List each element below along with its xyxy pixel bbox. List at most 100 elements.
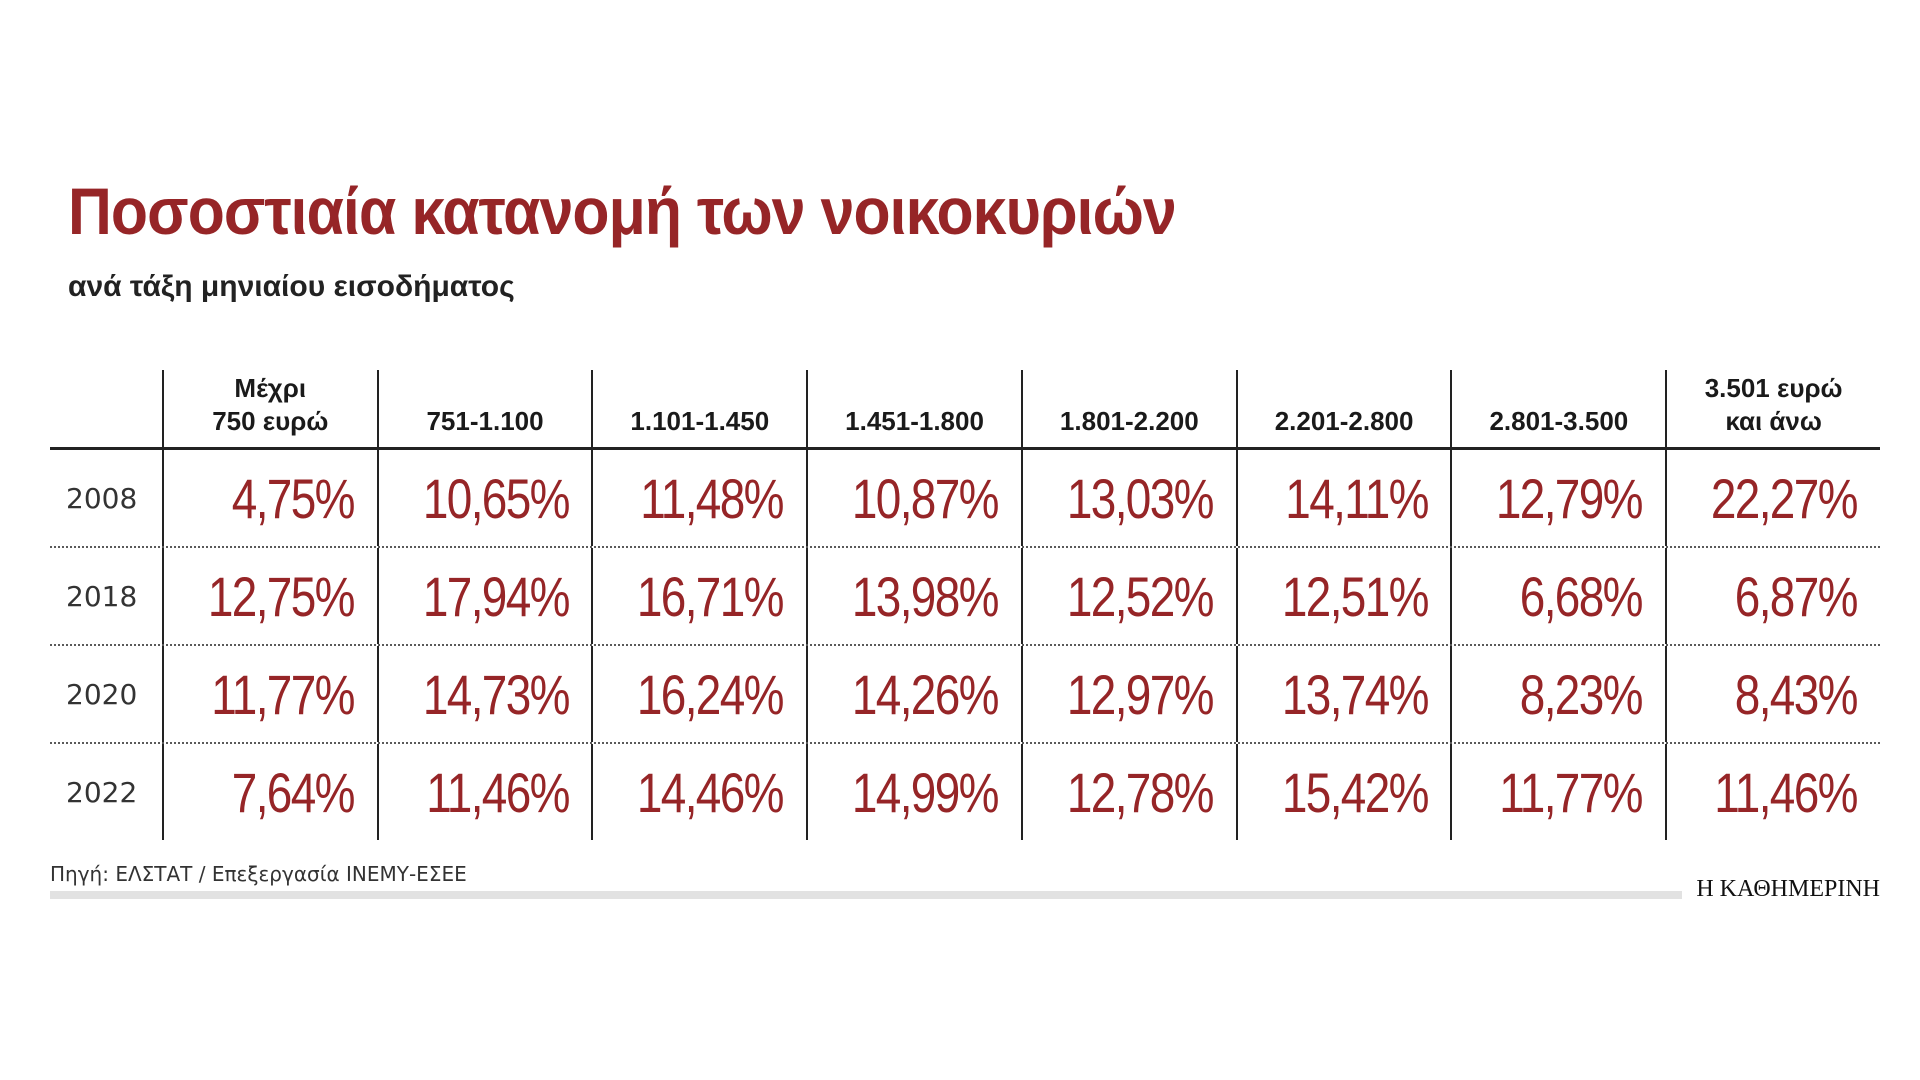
table-cell: 12,79% [1450, 450, 1665, 546]
cell-value: 7,64% [231, 760, 356, 824]
cell-value: 12,97% [1066, 662, 1215, 726]
cell-value: 6,87% [1735, 564, 1859, 628]
column-header-label: 1.801-2.200 [1059, 405, 1199, 436]
cell-value: 13,98% [852, 564, 1000, 628]
table-cell-stub: 2022 [50, 744, 162, 840]
cell-value: 4,75% [231, 466, 356, 530]
row-year: 2008 [66, 481, 138, 515]
cell-value: 14,73% [422, 662, 571, 726]
column-header-label: Μέχρι 750 ευρώ [212, 373, 329, 436]
cell-value: 12,78% [1066, 760, 1215, 824]
table-cell-stub: 2020 [50, 646, 162, 742]
column-header-label: 1.451-1.800 [845, 405, 984, 436]
cell-value: 14,99% [852, 760, 1000, 824]
table-cell: 14,99% [806, 744, 1021, 840]
table-cell-stub: 2018 [50, 548, 162, 644]
column-header: 751-1.100 [376, 370, 592, 447]
table-cell: 7,64% [161, 744, 377, 840]
footer-divider [50, 891, 1682, 899]
table-cell: 13,74% [1235, 646, 1451, 742]
table-cell: 12,97% [1020, 646, 1236, 742]
cell-value: 6,68% [1520, 564, 1644, 628]
cell-value: 11,48% [640, 466, 785, 530]
cell-value: 14,26% [852, 662, 1000, 726]
cell-value: 10,87% [852, 466, 1000, 530]
table-cell: 11,48% [591, 450, 806, 546]
cell-value: 16,24% [637, 662, 785, 726]
column-header-label: 751-1.100 [426, 405, 544, 436]
cell-value: 22,27% [1711, 466, 1859, 530]
table-cell: 12,75% [161, 548, 377, 644]
cell-value: 11,77% [211, 662, 355, 726]
table-cell: 8,43% [1665, 646, 1880, 742]
cell-value: 12,52% [1066, 564, 1215, 628]
cell-value: 11,46% [1714, 760, 1859, 824]
cell-value: 11,77% [1499, 760, 1644, 824]
table-cell: 11,46% [376, 744, 592, 840]
table-cell: 8,23% [1450, 646, 1665, 742]
column-header-label: 2.201-2.800 [1274, 405, 1414, 436]
table-cell: 11,46% [1665, 744, 1880, 840]
column-header: 2.801-3.500 [1450, 370, 1665, 447]
table-cell: 14,73% [376, 646, 592, 742]
column-header: 1.101-1.450 [591, 370, 806, 447]
cell-value: 11,46% [425, 760, 570, 824]
column-header-label: 1.101-1.450 [630, 405, 770, 436]
header-stub [50, 370, 162, 447]
cell-value: 15,42% [1281, 760, 1430, 824]
column-header-label: 2.801-3.500 [1489, 405, 1629, 436]
row-year: 2022 [66, 775, 138, 809]
cell-value: 17,94% [422, 564, 571, 628]
table-cell: 13,98% [806, 548, 1021, 644]
row-year: 2018 [66, 579, 138, 613]
column-header: 3.501 ευρώ και άνω [1665, 370, 1880, 447]
table-cell-stub: 2008 [50, 450, 162, 546]
table-cell: 12,51% [1235, 548, 1451, 644]
cell-value: 10,65% [422, 466, 571, 530]
cell-value: 16,71% [637, 564, 785, 628]
table-cell: 15,42% [1235, 744, 1451, 840]
table-cell: 22,27% [1665, 450, 1880, 546]
table-cell: 14,11% [1235, 450, 1451, 546]
table-row: 2022 7,64% 11,46% 14,46% 14,99% 12,78% 1… [50, 744, 1880, 840]
table-row: 2008 4,75% 10,65% 11,48% 10,87% 13,03% 1… [50, 450, 1880, 548]
table-cell: 12,52% [1020, 548, 1236, 644]
table-cell: 12,78% [1020, 744, 1236, 840]
cell-value: 13,74% [1281, 662, 1430, 726]
cell-value: 12,75% [207, 564, 356, 628]
cell-value: 12,51% [1281, 564, 1430, 628]
table-cell: 6,87% [1665, 548, 1880, 644]
table-cell: 10,65% [376, 450, 592, 546]
column-header: 1.801-2.200 [1020, 370, 1236, 447]
header-row: Μέχρι 750 ευρώ 751-1.100 1.101-1.450 1.4… [50, 370, 1880, 450]
column-header: Μέχρι 750 ευρώ [161, 370, 377, 447]
table-row: 2020 11,77% 14,73% 16,24% 14,26% 12,97% … [50, 646, 1880, 744]
cell-value: 14,11% [1285, 466, 1429, 530]
data-table: Μέχρι 750 ευρώ 751-1.100 1.101-1.450 1.4… [50, 370, 1880, 840]
table-cell: 13,03% [1020, 450, 1236, 546]
table-cell: 11,77% [1450, 744, 1665, 840]
cell-value: 14,46% [637, 760, 785, 824]
source-note: Πηγή: ΕΛΣΤΑΤ / Επεξεργασία ΙΝΕΜΥ-ΕΣΕΕ [50, 862, 467, 886]
table-cell: 16,71% [591, 548, 806, 644]
chart-subtitle: ανά τάξη μηνιαίου εισοδήματος [68, 270, 515, 303]
table-cell: 16,24% [591, 646, 806, 742]
chart-title: Ποσοστιαία κατανομή των νοικοκυριών [68, 174, 1177, 248]
brand-logo: Η ΚΑΘΗΜΕΡΙΝΗ [1696, 876, 1880, 902]
cell-value: 12,79% [1496, 466, 1644, 530]
table-cell: 4,75% [161, 450, 377, 546]
table-cell: 14,26% [806, 646, 1021, 742]
cell-value: 13,03% [1066, 466, 1215, 530]
column-header-label: 3.501 ευρώ και άνω [1704, 373, 1843, 436]
row-year: 2020 [66, 677, 138, 711]
cell-value: 8,23% [1520, 662, 1644, 726]
column-header: 2.201-2.800 [1235, 370, 1451, 447]
table-cell: 6,68% [1450, 548, 1665, 644]
table-cell: 10,87% [806, 450, 1021, 546]
column-header: 1.451-1.800 [806, 370, 1021, 447]
table-cell: 14,46% [591, 744, 806, 840]
cell-value: 8,43% [1735, 662, 1859, 726]
table-cell: 17,94% [376, 548, 592, 644]
table-row: 2018 12,75% 17,94% 16,71% 13,98% 12,52% … [50, 548, 1880, 646]
table-cell: 11,77% [161, 646, 377, 742]
